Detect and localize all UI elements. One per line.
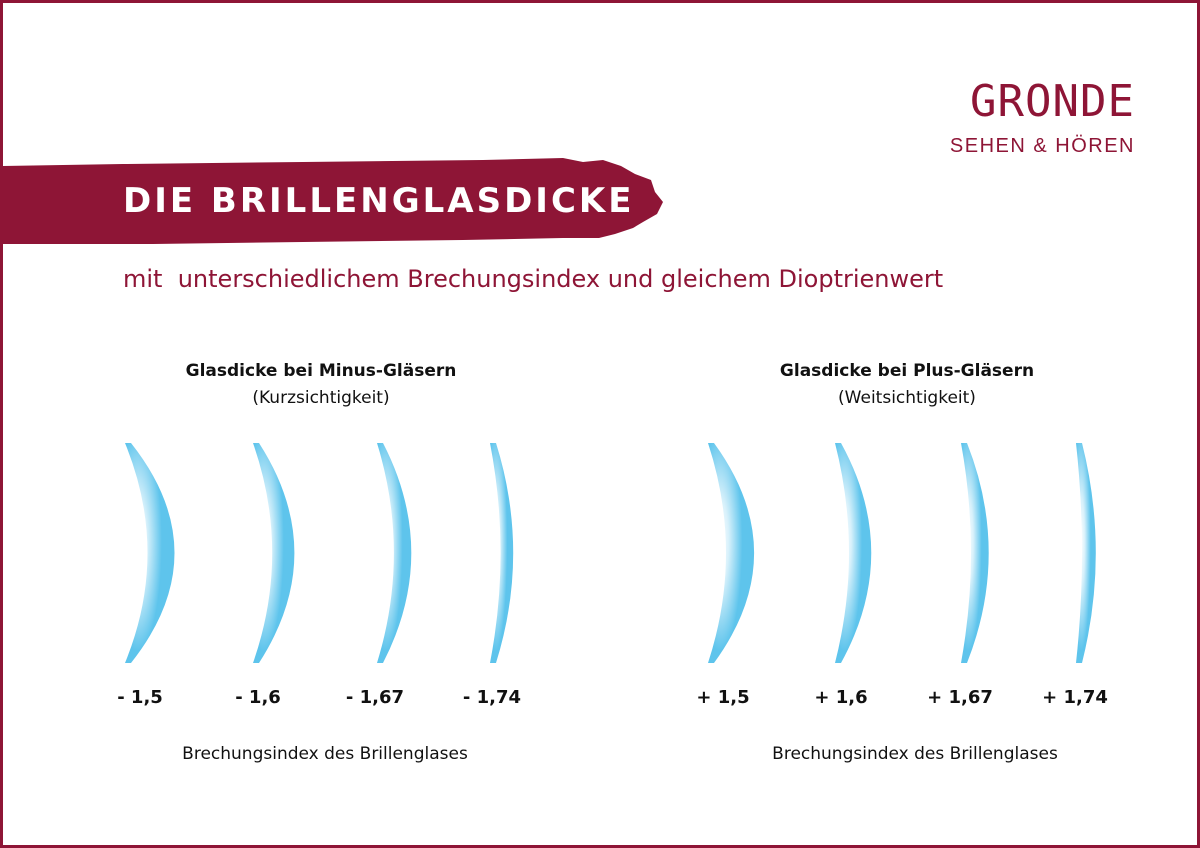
lens-plus-2 <box>835 443 872 663</box>
lens-plus-4 <box>1076 443 1096 663</box>
heading-minus-subtitle: (Kurzsichtigkeit) <box>252 388 390 408</box>
lens-minus-1 <box>125 443 175 663</box>
lens-label-plus-4: + 1,74 <box>1042 687 1108 708</box>
caption-plus: Brechungsindex des Brillenglases <box>772 744 1058 764</box>
lens-plus-1 <box>708 443 755 663</box>
lens-minus-4 <box>490 443 514 663</box>
lens-minus-2 <box>253 443 295 663</box>
lens-label-minus-3: - 1,67 <box>346 687 404 708</box>
lens-minus-3 <box>377 443 412 663</box>
lens-label-plus-3: + 1,67 <box>927 687 993 708</box>
lens-label-minus-2: - 1,6 <box>235 687 281 708</box>
lens-plus-3 <box>961 443 989 663</box>
heading-minus-title: Glasdicke bei Minus-Gläsern <box>185 361 457 381</box>
lens-label-minus-1: - 1,5 <box>117 687 163 708</box>
heading-plus: Glasdicke bei Plus-Gläsern (Weitsichtigk… <box>697 358 1117 412</box>
heading-plus-title: Glasdicke bei Plus-Gläsern <box>779 361 1035 381</box>
lens-label-plus-1: + 1,5 <box>696 687 749 708</box>
page-subtitle: mit unterschiedlichem Brechungsindex und… <box>123 265 944 293</box>
title-banner <box>3 158 663 244</box>
lens-label-minus-4: - 1,74 <box>463 687 521 708</box>
brand-logo: GRONDE SEHEN & HÖREN <box>950 77 1135 158</box>
logo-tagline: SEHEN & HÖREN <box>949 135 1135 157</box>
heading-minus: Glasdicke bei Minus-Gläsern (Kurzsichtig… <box>111 358 531 412</box>
heading-plus-subtitle: (Weitsichtigkeit) <box>838 388 976 408</box>
page-title: DIE BRILLENGLASDICKE <box>123 181 635 221</box>
lens-label-plus-2: + 1,6 <box>814 687 867 708</box>
caption-minus: Brechungsindex des Brillenglases <box>182 744 468 764</box>
lens-layer: - 1,5 - 1,6 - 1,67 - 1,74 + 1,5 + 1,6 + 1,67 + … <box>117 443 1108 708</box>
lens-diagram: - 1,5 - 1,6 - 1,67 - 1,74 + 1,5 + 1,6 + 1,67 + … <box>117 443 1108 708</box>
logo-name: GRONDE <box>970 76 1135 127</box>
